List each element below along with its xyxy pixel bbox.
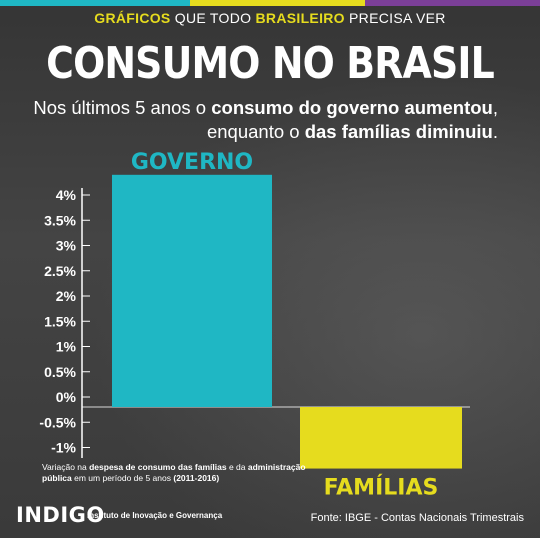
y-tick-label: -0.5% (39, 414, 76, 430)
subtitle: Nos últimos 5 anos o consumo do governo … (33, 96, 498, 144)
header-part-1: GRÁFICOS (94, 10, 171, 26)
note-a: Variação na (42, 462, 90, 472)
top-color-bar-purple (365, 0, 540, 6)
bar-label-1: FAMÍLIAS (324, 475, 439, 501)
top-color-bar-yellow (190, 0, 365, 6)
bar-0 (112, 174, 272, 407)
subtitle-l2a: enquanto o (206, 121, 305, 142)
subtitle-l1a: Nos últimos 5 anos o (33, 97, 212, 118)
top-color-bar-cyan (0, 0, 190, 6)
note-c: e da (226, 462, 248, 472)
source-credit: Fonte: IBGE - Contas Nacionais Trimestra… (310, 512, 524, 524)
y-tick-label: 2.5% (44, 263, 76, 279)
y-tick-label: 1% (56, 339, 77, 355)
note-b: despesa de consumo das famílias (89, 462, 227, 472)
note-e: em um período de 5 anos (71, 473, 174, 483)
subtitle-l2c: . (492, 121, 498, 142)
subtitle-l1c: , (492, 97, 498, 118)
y-tick-label: 1.5% (44, 313, 76, 329)
logo-subtitle: Instituto de Inovação e Governança (87, 511, 223, 520)
chart-note: Variação na despesa de consumo das famíl… (42, 462, 332, 484)
subtitle-l1b: consumo do governo aumentou (211, 97, 493, 118)
y-tick-label: -1% (51, 440, 76, 456)
y-tick-label: 4% (56, 187, 77, 203)
note-f: (2011-2016) (173, 473, 220, 483)
y-tick-label: 0.5% (44, 364, 76, 380)
bar-label-0: GOVERNO (131, 150, 253, 175)
header-part-2: QUE TODO (170, 10, 256, 26)
y-tick-label: 3.5% (44, 212, 76, 228)
header-part-4: PRECISA VER (344, 10, 446, 26)
y-tick-label: 3% (56, 238, 77, 254)
note-d: administração pública (42, 462, 306, 483)
y-tick-label: 0% (56, 389, 77, 405)
header-part-3: BRASILEIRO (255, 10, 345, 26)
y-tick-label: 2% (56, 288, 77, 304)
indigo-logo: INDIGO (16, 503, 105, 527)
series-header: GRÁFICOS QUE TODO BRASILEIRO PRECISA VER (0, 10, 540, 26)
page-title: CONSUMO NO BRASIL (46, 38, 495, 89)
bar-1 (300, 407, 462, 469)
subtitle-l2b: das famílias diminuiu (304, 121, 493, 142)
